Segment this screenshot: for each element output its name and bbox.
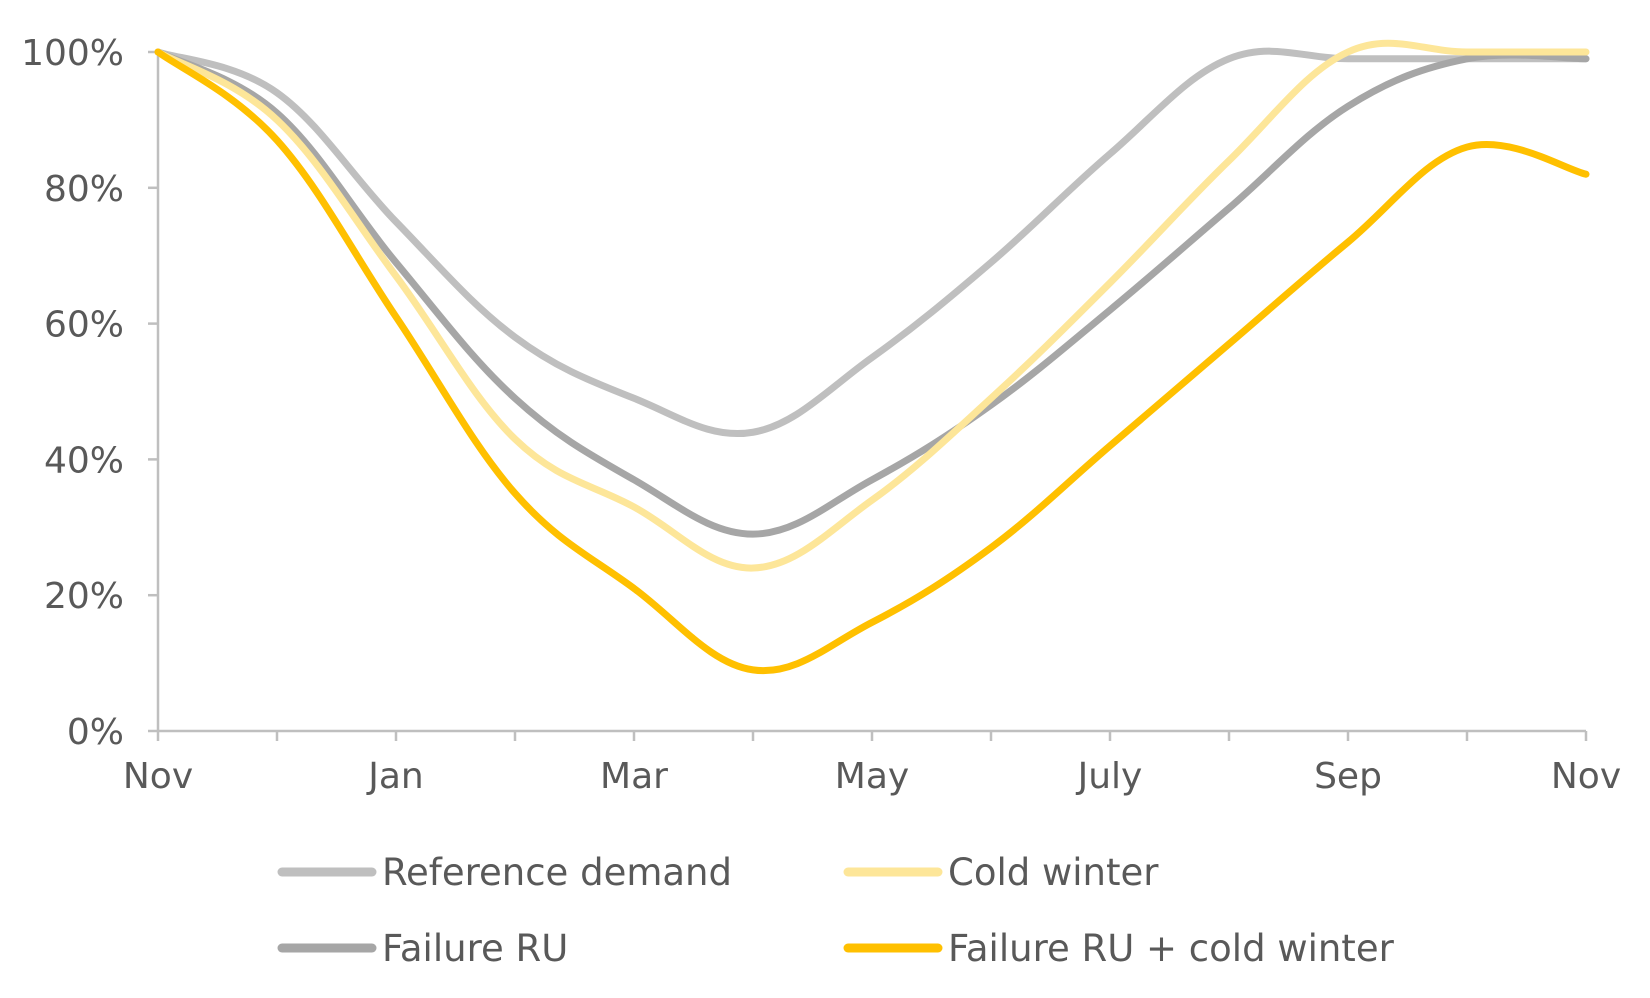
x-tick-label: Nov <box>1551 756 1621 797</box>
series-line-failure-ru-cold-winter <box>154 48 1590 675</box>
legend-label: Cold winter <box>948 851 1159 894</box>
x-tick-label: Mar <box>600 756 668 797</box>
y-tick-label: 80% <box>44 169 124 210</box>
series-line-cold-winter <box>154 39 1590 572</box>
legend-label: Failure RU + cold winter <box>948 927 1395 970</box>
x-tick-label: Nov <box>123 756 193 797</box>
y-tick-label: 100% <box>21 33 124 74</box>
y-tick-label: 0% <box>67 712 124 753</box>
x-tick-label: July <box>1076 756 1143 797</box>
legend-item-cold-winter: Cold winter <box>843 851 1159 894</box>
x-tick-label: May <box>835 756 909 797</box>
legend-item-reference-demand: Reference demand <box>277 851 732 894</box>
legend-label: Failure RU <box>382 927 568 970</box>
x-tick-label: Sep <box>1314 756 1382 797</box>
legend-item-failure-ru-cold-winter: Failure RU + cold winter <box>843 927 1395 970</box>
y-tick-label: 60% <box>44 305 124 346</box>
series-line-failure-ru <box>154 48 1590 538</box>
axes: 0% 20% 40% 60% 80% 100% Nov Jan Mar May July Sep Nov <box>21 33 1621 797</box>
legend-label: Reference demand <box>382 851 732 894</box>
y-tick-label: 40% <box>44 440 124 481</box>
series-line-reference-demand <box>154 47 1590 437</box>
legend-item-failure-ru: Failure RU <box>277 927 568 970</box>
series-lines <box>154 39 1590 675</box>
y-tick-label: 20% <box>44 576 124 617</box>
x-tick-label: Jan <box>366 756 424 797</box>
legend: Reference demand Cold winter Failure RU Fai… <box>277 851 1395 970</box>
